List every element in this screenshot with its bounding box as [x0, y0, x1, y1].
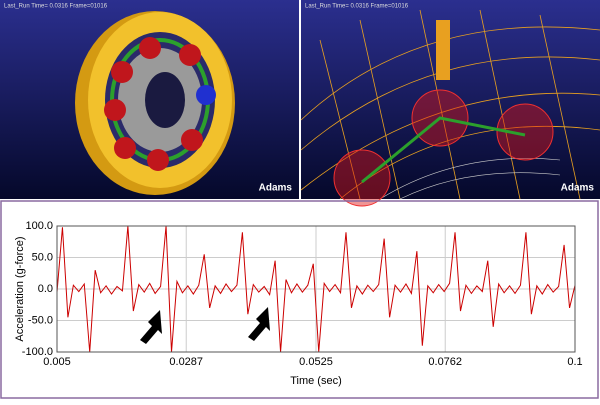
- cage-wire: [361, 116, 526, 184]
- logo: Adams: [259, 183, 293, 194]
- logo: Adams: [561, 183, 595, 194]
- ball-highlight: [196, 85, 216, 105]
- x-tick-label: 0.0525: [299, 356, 333, 368]
- viewport-bg: [301, 0, 600, 199]
- data-line: [56, 225, 576, 353]
- status-text: Last_Run Time= 0.0316 Frame=01016: [4, 4, 108, 10]
- bore: [145, 72, 185, 128]
- balls-wire: [333, 89, 554, 207]
- arrow: [140, 310, 162, 344]
- viewport-left: Last_Run Time= 0.0316 Frame=01016 Adams: [0, 0, 299, 199]
- y-tick-label: -50.0: [28, 314, 53, 326]
- sensor: [436, 20, 450, 80]
- inner-wireframe: [379, 158, 561, 200]
- x-tick-label: 0.0287: [169, 356, 203, 368]
- x-tick-label: 0.1: [567, 356, 582, 368]
- viewport-right: Last_Run Time= 0.0316 Frame=01016 Adams: [300, 0, 600, 207]
- y-tick-label: -100.0: [22, 346, 53, 358]
- plot-border: [56, 225, 576, 353]
- x-tick-label: 0.0762: [428, 356, 462, 368]
- plot-frame: [0, 200, 599, 399]
- x-tick-label: 0.005: [43, 356, 71, 368]
- y-tick-label: 100.0: [25, 220, 53, 232]
- balls: [104, 37, 203, 171]
- arrow: [248, 307, 270, 341]
- status-text: Last_Run Time= 0.0316 Frame=01016: [305, 4, 409, 10]
- y-axis-label: Acceleration (g-force): [14, 236, 26, 341]
- plot: 100.0 50.0 0.0 -50.0 -100.00.005 0.0287 0.0525…: [14, 220, 583, 387]
- x-axis-label: Time (sec): [290, 375, 342, 387]
- y-tick-label: 50.0: [32, 251, 53, 263]
- y-tick-label: 0.0: [38, 283, 53, 295]
